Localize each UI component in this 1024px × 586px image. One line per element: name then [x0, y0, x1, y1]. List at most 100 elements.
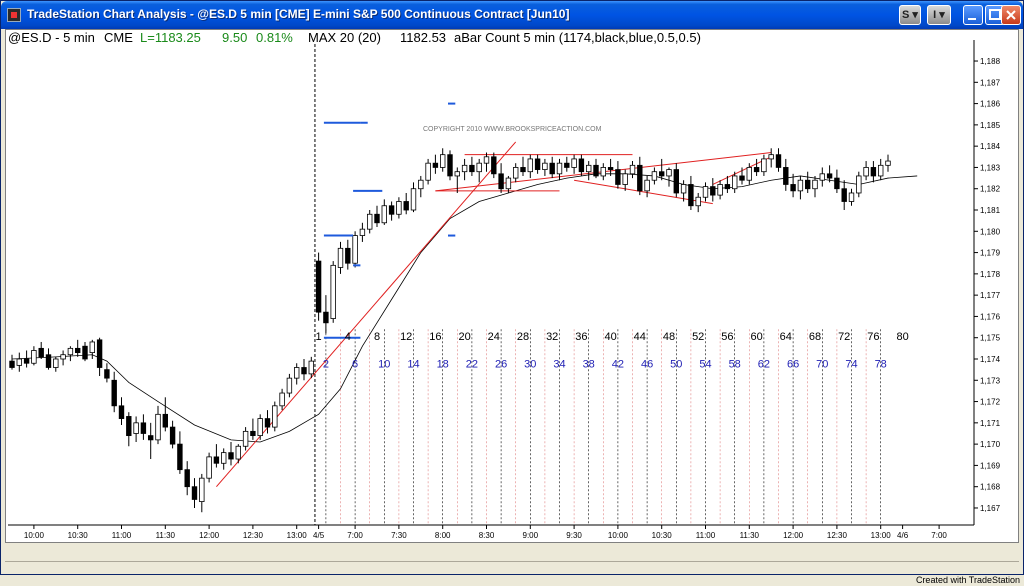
candle-down	[169, 426, 176, 445]
x-tick-label: 10:30	[652, 531, 673, 540]
bar-count-label-bottom: 54	[699, 359, 711, 371]
candle-up	[527, 158, 533, 173]
candle-down	[177, 443, 183, 471]
candle-up	[155, 413, 161, 441]
bar-count-label-top: 40	[604, 331, 616, 343]
candle-up	[308, 360, 314, 375]
candle-up	[89, 341, 95, 354]
symbol-link-button[interactable]: S ▾	[899, 5, 921, 25]
candle-down	[564, 162, 570, 168]
candle-up	[133, 422, 139, 434]
indicator-link-button[interactable]: I ▾	[927, 5, 951, 25]
candle-up	[242, 430, 249, 447]
maximize-icon	[989, 9, 1001, 20]
title-bar[interactable]: TradeStation Chart Analysis - @ES.D 5 mi…	[1, 1, 1023, 29]
candle-down	[23, 358, 30, 364]
price-chart[interactable]: 1 4 8 12 16 20 24 28 32 36 40 44 48 52 56 60 64 68 72 76 802…	[6, 30, 1018, 542]
candle-up	[16, 358, 22, 366]
x-tick-label: 10:00	[608, 531, 629, 540]
candle-up	[220, 452, 227, 464]
bar-count-label-bottom: 58	[729, 359, 741, 371]
candle-up	[53, 358, 59, 368]
candle-up	[381, 205, 387, 224]
candle-down	[228, 452, 234, 460]
bar-count-label-top: 48	[663, 331, 675, 343]
candle-up	[330, 264, 336, 319]
header-change: 9.50	[222, 30, 247, 45]
candle-down	[753, 167, 760, 173]
bar-count-label-top: 28	[517, 331, 529, 343]
candle-down	[213, 456, 220, 464]
chart-plot-area[interactable]: 1 4 8 12 16 20 24 28 32 36 40 44 48 52 56 60 64 68 72 76 80 2…	[5, 29, 1019, 543]
minimize-icon	[968, 18, 976, 20]
x-tick-label: 12:30	[243, 531, 264, 540]
candle-up	[761, 158, 767, 173]
bar-count-label-bottom: 46	[641, 359, 653, 371]
candle-up	[199, 477, 205, 502]
x-tick-label: 13:00	[287, 531, 308, 540]
x-tick-label: 13:00	[871, 531, 892, 540]
bar-count-label-top: 32	[546, 331, 558, 343]
y-tick-label: 1,176	[980, 312, 1001, 321]
trendline	[216, 141, 517, 488]
y-tick-label: 1,188	[980, 57, 1001, 66]
y-tick-label: 1,174	[980, 355, 1001, 364]
bar-count-label-top: 20	[458, 331, 470, 343]
candle-up	[768, 154, 774, 160]
bar-count-label-top: 68	[809, 331, 821, 343]
x-tick-label: 7:00	[347, 531, 363, 540]
candle-down	[520, 167, 526, 173]
x-tick-label: 12:00	[783, 531, 804, 540]
candle-down	[775, 154, 782, 168]
x-tick-label: 9:00	[523, 531, 539, 540]
bar-count-labels: 1 4 8 12 16 20 24 28 32 36 40 44 48 52 56 60 64 68 72 76 802…	[316, 331, 909, 371]
candle-up	[680, 184, 687, 194]
bar-count-label-top: 80	[896, 331, 908, 343]
bar-count-label-bottom: 34	[553, 359, 565, 371]
y-tick-label: 1,183	[980, 163, 1001, 172]
bar-count-label-top: 12	[400, 331, 412, 343]
y-tick-label: 1,181	[980, 206, 1001, 215]
candle-down	[96, 339, 103, 368]
y-tick-label: 1,175	[980, 334, 1001, 343]
level-markers	[323, 102, 456, 339]
x-tick-label: 10:30	[68, 531, 89, 540]
candle-down	[739, 175, 745, 181]
candle-up	[31, 350, 37, 364]
candle-up	[586, 164, 592, 173]
y-tick-label: 1,171	[980, 419, 1001, 428]
x-tick-label: 10:00	[24, 531, 45, 540]
header-bar-count: aBar Count 5 min (1174,black,blue,0.5,0.…	[454, 30, 701, 45]
candle-up	[425, 162, 431, 181]
candle-up	[856, 175, 862, 194]
bar-count-label-bottom: 10	[378, 359, 390, 371]
trendlines	[216, 141, 772, 488]
candle-down	[118, 405, 125, 419]
candle-up	[819, 173, 825, 181]
bar-count-label-bottom: 22	[466, 359, 478, 371]
y-tick-label: 1,187	[980, 78, 1001, 87]
bar-count-label-top: 24	[488, 331, 500, 343]
bar-count-label-top: 76	[867, 331, 879, 343]
footer-credit: Created with TradeStation	[915, 575, 1020, 585]
minimize-button[interactable]	[963, 5, 983, 25]
bar-count-label-bottom: 18	[437, 359, 449, 371]
candle-down	[870, 167, 877, 177]
bar-count-label-bottom: 38	[583, 359, 595, 371]
bar-count-label-top: 8	[374, 331, 380, 343]
candle-up	[396, 201, 402, 215]
bar-count-label-bottom: 66	[787, 359, 799, 371]
candle-down	[374, 213, 380, 224]
candle-down	[491, 156, 497, 175]
bar-count-label-bottom: 78	[875, 359, 887, 371]
y-tick-label: 1,184	[980, 142, 1001, 151]
horizontal-scrollbar[interactable]	[5, 561, 1019, 574]
moving-average-line	[11, 173, 918, 443]
candle-down	[593, 164, 599, 177]
candle-up	[67, 347, 74, 356]
candle-up	[286, 377, 293, 394]
candle-down	[191, 486, 198, 500]
close-button[interactable]	[1001, 5, 1021, 25]
candle-down	[834, 177, 840, 190]
moving-average	[11, 173, 918, 443]
